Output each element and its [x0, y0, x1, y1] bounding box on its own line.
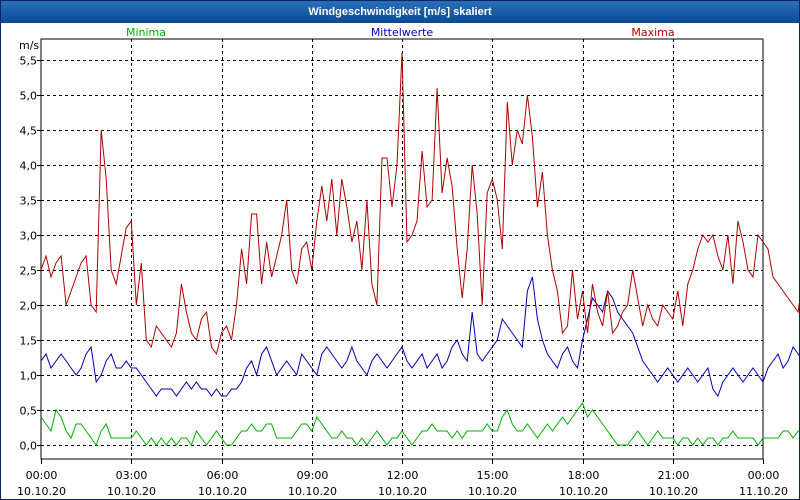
- legend: Minima Mittelwerte Maxima: [126, 26, 675, 39]
- grid: [37, 39, 764, 464]
- y-axis-title: m/s: [19, 39, 39, 52]
- legend-mittelwerte: Mittelwerte: [371, 26, 434, 39]
- series-line-minima: [40, 401, 799, 447]
- x-tick-label-time: 06:00: [207, 469, 239, 482]
- x-tick-label-time: 12:00: [387, 469, 419, 482]
- x-axis-labels: 00:00 10.10.20 03:00 10.10.20 06:00 10.10.20 0…: [17, 469, 788, 498]
- y-tick-label: 4,5: [20, 125, 38, 138]
- y-tick-label: 1,0: [20, 370, 38, 383]
- x-tick-label-time: 09:00: [297, 469, 329, 482]
- y-tick-label: 3,5: [20, 195, 38, 208]
- series-lines: [40, 52, 799, 447]
- x-tick-label-date: 10.10.20: [288, 485, 337, 498]
- x-tick-label-date: 10.10.20: [378, 485, 427, 498]
- x-tick-label-date: 10.10.20: [559, 485, 608, 498]
- y-axis-labels: 0,0 0,5 1,0 1,5 2,0 2,5 3,0 3,5 4,0 4,5 5,0 5,5: [20, 55, 38, 453]
- x-tick-label-date: 10.10.20: [17, 485, 66, 498]
- y-tick-label: 3,0: [20, 230, 38, 243]
- x-tick-label-date: 10.10.20: [198, 485, 247, 498]
- y-tick-label: 0,5: [20, 405, 38, 418]
- x-tick-label-time: 21:00: [658, 469, 690, 482]
- legend-minima: Minima: [126, 26, 166, 39]
- legend-maxima: Maxima: [631, 26, 674, 39]
- series-line-maxima: [40, 52, 799, 356]
- window-title: Windgeschwindigkeit [m/s] skaliert: [1, 1, 799, 23]
- chart: 0,0 0,5 1,0 1,5 2,0 2,5 3,0 3,5 4,0 4,5 5,0 5,5 00:…: [17, 26, 799, 498]
- y-tick-label: 2,5: [20, 265, 38, 278]
- x-tick-label-time: 00:00: [26, 469, 58, 482]
- series-line-mittelwerte: [40, 276, 799, 398]
- x-tick-label-date: 11.10.20: [739, 485, 788, 498]
- x-tick-label-time: 15:00: [477, 469, 509, 482]
- y-tick-label: 0,0: [20, 440, 38, 453]
- x-tick-label-date: 10.10.20: [649, 485, 698, 498]
- y-tick-label: 2,0: [20, 300, 38, 313]
- x-tick-label-time: 03:00: [116, 469, 148, 482]
- y-tick-label: 1,5: [20, 335, 38, 348]
- y-tick-label: 5,5: [20, 55, 38, 68]
- y-tick-label: 5,0: [20, 90, 38, 103]
- x-tick-label-time: 18:00: [568, 469, 600, 482]
- x-tick-label-date: 10.10.20: [107, 485, 156, 498]
- x-tick-label-date: 10.10.20: [468, 485, 517, 498]
- y-tick-label: 4,0: [20, 160, 38, 173]
- x-tick-label-time: 00:00: [748, 469, 780, 482]
